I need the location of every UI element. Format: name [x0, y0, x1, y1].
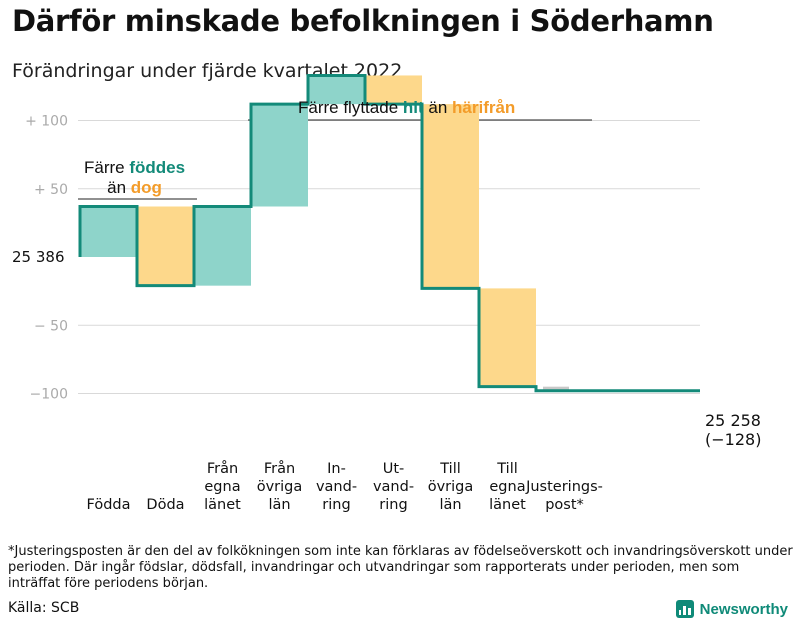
bar-8	[480, 288, 536, 387]
category-label: Från övriga län	[256, 461, 303, 513]
category-label: In- vand- ring	[315, 461, 358, 513]
category-label: Justerings- post*	[526, 479, 603, 513]
births-annotation-prefix: Färre	[84, 158, 130, 177]
migration-annotation-mid: än	[423, 98, 453, 117]
y-tick-label: + 50	[34, 182, 68, 198]
end-change: (−128)	[705, 430, 762, 449]
end-value: 25 258	[705, 411, 761, 430]
start-value-label: 25 386	[12, 248, 65, 266]
category-label: Ut- vand- ring	[372, 461, 415, 513]
births-annotation: Färre föddes än dog	[84, 158, 185, 198]
y-tick-label: + 100	[25, 114, 68, 130]
migration-annotation: Färre flyttade hit än härifrån	[298, 98, 515, 118]
category-label: Från egna länet	[204, 461, 241, 513]
category-label: Födda	[86, 497, 131, 513]
end-value-label: 25 258 (−128)	[705, 411, 761, 449]
category-label: Till övriga län	[427, 461, 474, 513]
migration-annotation-prefix: Färre flyttade	[298, 98, 403, 117]
migration-annotation-word2: härifrån	[452, 98, 516, 117]
footnote: *Justeringsposten är den del av folkökni…	[8, 544, 793, 591]
brand-name: Newsworthy	[699, 600, 788, 618]
y-tick-label: − 50	[34, 318, 68, 334]
cumulative-step-line	[78, 73, 700, 393]
bar-1	[81, 206, 137, 257]
bar-7	[423, 104, 479, 289]
bar-3	[195, 206, 251, 286]
category-label: Döda	[146, 497, 185, 513]
y-tick-label: −100	[30, 387, 68, 403]
births-annotation-word1: föddes	[129, 158, 186, 177]
bar-5	[309, 75, 365, 105]
births-annotation-mid: än	[107, 178, 131, 197]
bar-9	[543, 386, 569, 391]
migration-annotation-word1: hit	[402, 98, 424, 117]
category-label: Till egna länet	[489, 461, 526, 513]
newsworthy-logo-icon	[675, 600, 694, 618]
chart-subtitle: Förändringar under fjärde kvartalet 2022	[12, 60, 403, 82]
source: Källa: SCB	[8, 600, 80, 616]
bar-4	[252, 104, 308, 207]
brand-logo: Newsworthy	[675, 600, 788, 618]
bar-6	[366, 75, 422, 105]
births-annotation-word2: dog	[130, 178, 162, 197]
chart-title: Därför minskade befolkningen i Söderhamn	[12, 4, 714, 38]
bar-2	[138, 206, 194, 286]
